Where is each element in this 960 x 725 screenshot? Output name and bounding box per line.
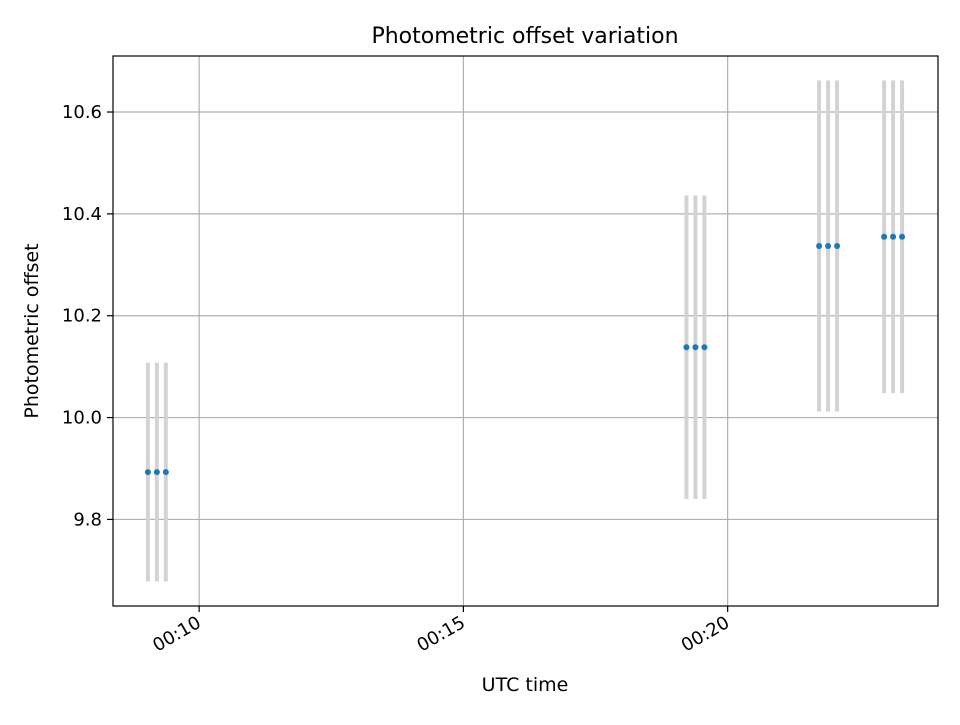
data-point: [816, 242, 823, 249]
x-tick-label: 00:10: [149, 612, 204, 656]
data-point: [701, 344, 708, 351]
data-point: [692, 344, 699, 351]
y-axis-label: Photometric offset: [21, 243, 43, 418]
chart-title: Photometric offset variation: [371, 24, 678, 49]
data-point: [162, 469, 169, 476]
data-point: [153, 469, 160, 476]
x-tick-label: 00:20: [678, 612, 733, 656]
data-point: [683, 344, 690, 351]
data-point: [144, 469, 151, 476]
y-tick-label: 10.0: [62, 408, 102, 429]
data-point: [890, 233, 897, 240]
x-axis-ticks: 00:10 00:15 00:20: [149, 606, 733, 656]
y-tick-label: 10.4: [62, 204, 102, 225]
data-point: [899, 233, 906, 240]
y-tick-label: 9.8: [73, 509, 102, 530]
plot-area-frame: [112, 55, 939, 607]
data-points: [144, 233, 906, 476]
grid-lines: [113, 56, 938, 606]
y-tick-label: 10.2: [62, 306, 102, 327]
x-tick-label: 00:15: [413, 612, 468, 656]
data-point: [825, 242, 832, 249]
data-point: [881, 233, 888, 240]
y-axis-ticks: 9.8 10.0 10.2 10.4 10.6: [62, 102, 113, 530]
data-point: [834, 242, 841, 249]
error-bars: [145, 80, 905, 582]
x-axis-label: UTC time: [482, 674, 569, 696]
y-tick-label: 10.6: [62, 102, 102, 123]
